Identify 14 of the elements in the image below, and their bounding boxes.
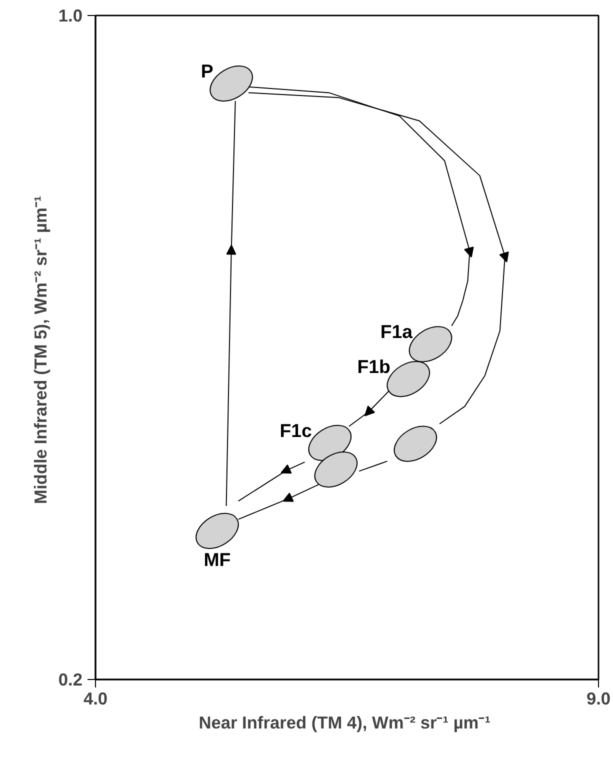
x-tick-label: 4.0 [83,688,108,708]
y-tick-label: 1.0 [58,6,83,26]
data-label: MF [204,548,231,570]
x-axis-title: Near Infrared (TM 4), Wm⁻² sr⁻¹ µm⁻¹ [198,712,491,732]
y-axis-title: Middle Infrared (TM 5), Wm⁻² sr⁻¹ µm⁻¹ [30,196,50,504]
point [394,426,438,462]
data-label: P [200,60,214,82]
data-label: F1c [280,420,312,441]
point [314,451,358,488]
y-tick-label: 0.2 [58,670,83,690]
data-label: F1a [380,321,414,342]
x-tick-label: 9.0 [586,688,611,708]
point [196,512,239,549]
data-label: F1b [357,356,390,378]
